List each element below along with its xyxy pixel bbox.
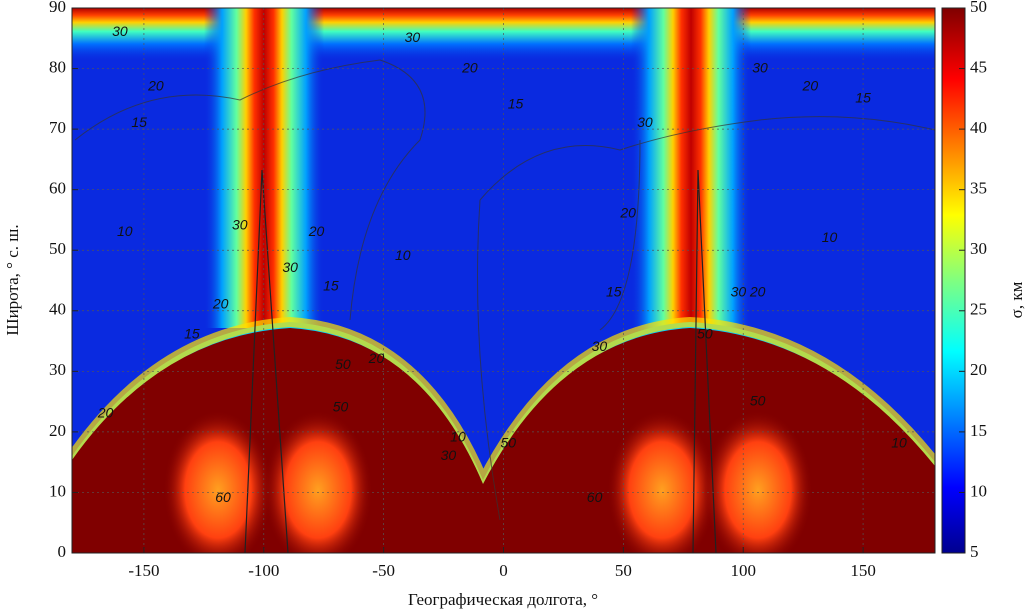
colorbar-tick-label: 35 <box>970 179 987 198</box>
contour-label: 15 <box>855 90 871 106</box>
colorbar-tick-label: 30 <box>970 239 987 258</box>
contour-label: 30 <box>232 217 248 233</box>
colorbar-tick-label: 10 <box>970 481 987 500</box>
x-tick-label: 150 <box>850 561 876 580</box>
contour-label: 10 <box>395 247 411 263</box>
contour-label: 20 <box>461 59 478 75</box>
contour-label: 20 <box>97 404 114 420</box>
colorbar <box>941 7 966 554</box>
contour-label: 10 <box>117 223 133 239</box>
x-tick-label: -50 <box>372 561 395 580</box>
colorbar-tick-label: 50 <box>970 0 987 16</box>
contour-label: 50 <box>501 435 517 451</box>
contour-label: 60 <box>215 489 231 505</box>
y-tick-label: 70 <box>49 118 66 137</box>
y-tick-label: 40 <box>49 300 66 319</box>
x-axis-label: Географическая долгота, ° <box>408 590 598 609</box>
x-tick-label: -100 <box>248 561 279 580</box>
contour-label: 20 <box>368 350 385 366</box>
x-tick-label: 100 <box>730 561 756 580</box>
x-tick-label: -150 <box>128 561 159 580</box>
contour-label: 20 <box>619 205 636 221</box>
colorbar-tick-label: 15 <box>970 421 987 440</box>
y-tick-label: 10 <box>49 481 66 500</box>
colorbar-tick-label: 25 <box>970 300 987 319</box>
contour-label: 60 <box>587 489 603 505</box>
x-tick-label: 0 <box>499 561 508 580</box>
colorbar-tick-label: 5 <box>970 542 979 561</box>
contour-label: 20 <box>749 283 766 299</box>
colorbar-tick-label: 45 <box>970 57 987 76</box>
contour-label: 50 <box>335 356 351 372</box>
y-tick-label: 0 <box>58 542 67 561</box>
contour-label: 10 <box>891 435 907 451</box>
contour-label: 10 <box>822 229 838 245</box>
contour-label: 10 <box>450 429 466 445</box>
contour-label: 20 <box>212 295 229 311</box>
y-tick-label: 20 <box>49 421 66 440</box>
contour-label: 30 <box>731 283 747 299</box>
contour-label: 50 <box>697 326 713 342</box>
contour-label: 15 <box>323 277 339 293</box>
contour-label: 30 <box>752 59 768 75</box>
colorbar-tick-label: 20 <box>970 360 987 379</box>
colorbar-label: σ, км <box>1007 281 1026 318</box>
contour-label: 30 <box>441 447 457 463</box>
contour-label: 20 <box>802 77 819 93</box>
contour-label: 30 <box>592 338 608 354</box>
y-tick-label: 60 <box>49 179 66 198</box>
contour-label: 30 <box>282 259 298 275</box>
y-axis-label: Широта, ° с. ш. <box>3 224 22 335</box>
contour-label: 20 <box>147 77 164 93</box>
contour-label: 15 <box>131 114 147 130</box>
y-tick-label: 50 <box>49 239 66 258</box>
contour-label: 15 <box>184 326 200 342</box>
x-tick-label: 50 <box>615 561 632 580</box>
y-tick-label: 90 <box>49 0 66 16</box>
grid <box>72 7 935 554</box>
y-tick-label: 80 <box>49 57 66 76</box>
contour-label: 50 <box>750 392 766 408</box>
contour-label: 30 <box>405 29 421 45</box>
contour-label: 15 <box>606 283 622 299</box>
contour-label: 30 <box>112 23 128 39</box>
contour-label: 15 <box>508 96 524 112</box>
y-tick-label: 30 <box>49 360 66 379</box>
contour-label: 30 <box>637 114 653 130</box>
colorbar-tick-label: 40 <box>970 118 987 137</box>
contour-label: 50 <box>333 398 349 414</box>
contour-label: 20 <box>308 223 325 239</box>
